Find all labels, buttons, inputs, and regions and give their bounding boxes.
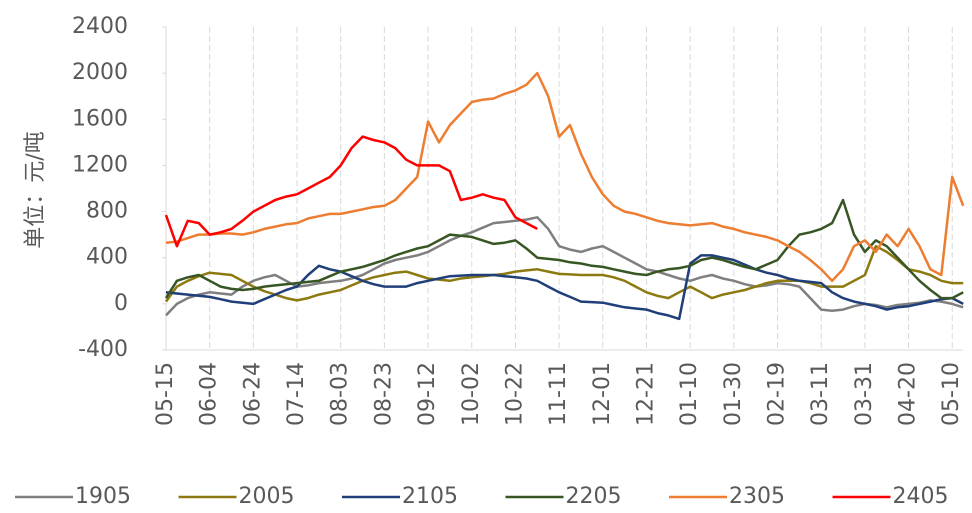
x-tick-label: 08-03 (328, 362, 353, 426)
x-tick-label: 08-23 (371, 362, 396, 426)
legend-label: 2205 (566, 484, 622, 509)
x-tick-label: 05-15 (153, 362, 178, 426)
y-tick-label: 1200 (72, 152, 128, 177)
y-tick-label: 2400 (72, 14, 128, 39)
legend-label: 2105 (402, 484, 458, 509)
series-line (164, 135, 538, 248)
y-tick-label: -400 (78, 337, 128, 362)
x-tick-label: 11-11 (546, 362, 571, 426)
y-axis-label: 单位：元/吨 (23, 131, 48, 248)
legend-label: 2305 (729, 484, 785, 509)
x-tick-label: 12-01 (590, 362, 615, 426)
series-line (165, 254, 964, 321)
x-tick-label: 10-22 (502, 362, 527, 426)
x-tick-label: 01-10 (677, 362, 702, 426)
legend-label: 1905 (75, 484, 131, 509)
legend-label: 2005 (239, 484, 295, 509)
y-tick-label: 400 (86, 245, 128, 270)
x-tick-label: 06-04 (197, 362, 222, 426)
series-line (164, 244, 964, 303)
y-tick-label: 800 (86, 199, 128, 224)
x-tick-label: 02-19 (765, 362, 790, 426)
y-tick-label: 0 (114, 291, 128, 316)
y-tick-label: 2000 (72, 60, 128, 85)
x-tick-label: 03-11 (808, 362, 833, 426)
x-tick-label: 12-21 (633, 362, 658, 426)
x-tick-label: 06-24 (240, 362, 265, 426)
x-tick-label: 01-30 (721, 362, 746, 426)
x-tick-label: 07-14 (284, 362, 309, 426)
x-tick-label: 10-02 (459, 362, 484, 426)
series-line (164, 198, 964, 300)
x-tick-label: 04-20 (896, 362, 921, 426)
legend-label: 2405 (893, 484, 949, 509)
x-tick-label: 09-12 (415, 362, 440, 426)
y-tick-label: 1600 (72, 106, 128, 131)
series-line (165, 71, 965, 283)
x-tick-label: 03-31 (852, 362, 877, 426)
x-tick-label: 05-10 (939, 362, 964, 426)
